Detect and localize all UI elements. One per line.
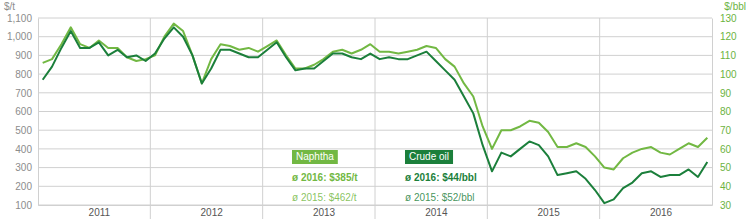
y-tick-label: 100 — [15, 200, 32, 211]
year-separator — [599, 18, 600, 219]
legend-label: Naphtha — [296, 151, 334, 162]
y-tick: 300 — [15, 162, 38, 173]
y2-tick: 120 — [712, 31, 737, 42]
y2-tick-label: 130 — [720, 13, 737, 24]
x-tick-label: 2016 — [650, 207, 673, 218]
y2-axis-title: $/bbl — [724, 1, 746, 12]
series-line — [43, 24, 708, 170]
y-tick-label: 500 — [15, 125, 32, 136]
x-tick: 2012 — [201, 205, 224, 218]
y-tick: 1,100 — [7, 13, 38, 24]
y-tick: 100 — [15, 200, 38, 211]
y2-tick: 60 — [712, 144, 732, 155]
legend-item: Naphtha ø 2016: $385/t ø 2015: $462/t — [292, 150, 358, 203]
annotation: ø 2015: $462/t — [292, 192, 357, 203]
legend: Naphtha ø 2016: $385/t ø 2015: $462/t Crude… — [292, 150, 477, 203]
y2-tick-label: 70 — [720, 125, 732, 136]
y-tick-label: 700 — [15, 88, 32, 99]
annotation: ø 2016: $44/bbl — [405, 172, 477, 183]
x-tick: 2011 — [89, 205, 111, 218]
y2-tick: 110 — [712, 50, 736, 61]
y2-tick: 130 — [712, 13, 737, 24]
x-tick-label: 2015 — [538, 207, 561, 218]
y2-tick-label: 120 — [720, 31, 737, 42]
y-tick-label: 400 — [15, 144, 32, 155]
y2-tick: 90 — [712, 88, 732, 99]
x-axis-line — [39, 205, 713, 206]
year-separator — [487, 18, 488, 219]
x-axis: 2011 2012 2013 2014 2015 2016 — [39, 205, 713, 218]
y-tick: 400 — [15, 144, 38, 155]
y2-axis: 30 40 50 60 70 80 90 100 110 120 130 — [712, 13, 737, 211]
y2-tick-label: 100 — [720, 69, 737, 80]
y-tick: 800 — [15, 69, 38, 80]
x-tick: 2015 — [538, 205, 561, 218]
y2-tick: 30 — [712, 200, 732, 211]
y2-tick: 100 — [712, 69, 737, 80]
y2-tick-label: 60 — [720, 144, 732, 155]
x-tick-label: 2012 — [201, 207, 224, 218]
y2-tick-label: 40 — [720, 181, 732, 192]
legend-swatch — [292, 150, 338, 164]
y2-tick: 50 — [712, 162, 732, 173]
y-tick: 500 — [15, 125, 38, 136]
annotation: ø 2015: $52/bbl — [405, 192, 475, 203]
y-tick-label: 600 — [15, 106, 32, 117]
x-tick: 2016 — [650, 205, 673, 218]
y-tick-label: 1,000 — [7, 31, 32, 42]
y-axis: 100 200 300 400 500 600 700 800 900 1,000 1,100 — [7, 13, 39, 211]
plot: 100 200 300 400 500 600 700 800 900 1,000 1,100 30 4… — [7, 13, 737, 219]
y2-tick: 80 — [712, 106, 732, 117]
x-tick-label: 2014 — [425, 207, 448, 218]
legend-label: Crude oil — [409, 151, 449, 162]
y-tick-label: 200 — [15, 181, 32, 192]
y2-tick-label: 90 — [720, 88, 732, 99]
y2-tick-label: 80 — [720, 106, 732, 117]
series-line — [43, 27, 708, 203]
lines — [43, 24, 708, 204]
y-tick-label: 800 — [15, 69, 32, 80]
x-tick-label: 2013 — [313, 207, 336, 218]
annotation: ø 2016: $385/t — [292, 172, 358, 183]
y2-tick: 40 — [712, 181, 732, 192]
year-separator — [150, 18, 151, 219]
y2-tick: 70 — [712, 125, 732, 136]
y-tick: 200 — [15, 181, 38, 192]
y-tick: 900 — [15, 50, 38, 61]
y2-tick-label: 110 — [720, 50, 736, 61]
chart: 100 200 300 400 500 600 700 800 900 1,000 1,100 30 4… — [0, 0, 750, 223]
y-axis-line — [38, 19, 39, 206]
y-tick-label: 1,100 — [7, 13, 32, 24]
x-tick-label: 2011 — [89, 207, 111, 218]
legend-item: Crude oil ø 2016: $44/bbl ø 2015: $52/bbl — [405, 150, 477, 203]
y-tick-label: 300 — [15, 162, 32, 173]
legend-swatch — [405, 150, 453, 164]
x-tick: 2013 — [313, 205, 336, 218]
y-tick: 1,000 — [7, 31, 38, 42]
y-tick-label: 900 — [15, 50, 32, 61]
y2-tick-label: 30 — [720, 200, 732, 211]
x-tick: 2014 — [425, 205, 448, 218]
y-tick: 600 — [15, 106, 38, 117]
y2-axis-line — [712, 19, 713, 206]
y-axis-title: $/t — [4, 1, 15, 12]
y2-tick-label: 50 — [720, 162, 732, 173]
y-tick: 700 — [15, 88, 38, 99]
